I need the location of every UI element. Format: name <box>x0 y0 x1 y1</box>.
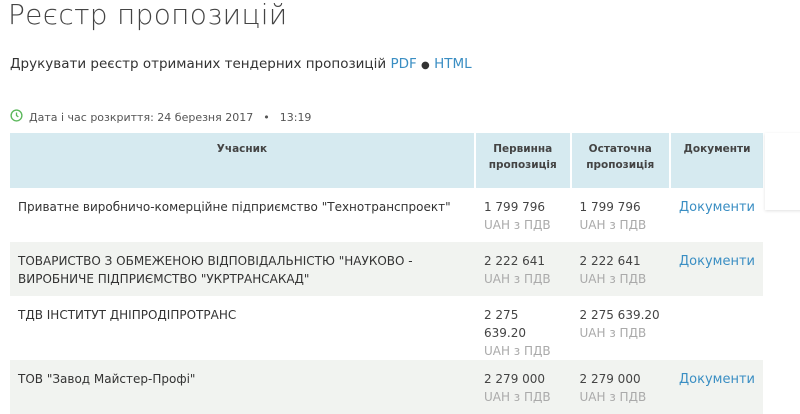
table-row: Приватне виробничо-комерційне підприємст… <box>10 188 763 242</box>
initial-bid: 2 279 000 UAH з ПДВ <box>475 360 572 414</box>
initial-bid: 1 799 796 UAH з ПДВ <box>476 188 572 242</box>
header-final: Остаточна пропозиція <box>571 133 671 188</box>
header-initial: Первинна пропозиція <box>475 133 572 188</box>
currency: UAH з ПДВ <box>483 218 551 232</box>
participant-name: ТОВАРИСТВО З ОБМЕЖЕНОЮ ВІДПОВІДАЛЬНІСТЮ … <box>10 242 476 296</box>
final-bid: 2 222 641 UAH з ПДВ <box>571 242 671 296</box>
participant-name: Приватне виробничо-комерційне підприємст… <box>18 200 451 214</box>
documents-cell: Документи <box>671 360 763 414</box>
currency: UAH з ПДВ <box>579 272 647 286</box>
initial-bid: 2 222 641 UAH з ПДВ <box>475 242 572 296</box>
documents-cell: Документи <box>671 188 763 242</box>
final-amount: 1 799 796 <box>579 200 641 214</box>
table-row: ТДВ ІНСТИТУТ ДНІПРОДІПРОТРАНС 2 275 639.… <box>10 296 763 360</box>
initial-amount: 2 279 000 <box>483 372 546 386</box>
opening-time: 13:19 <box>279 110 312 124</box>
clock-icon <box>10 109 23 125</box>
html-link[interactable]: HTML <box>434 56 472 72</box>
initial-amount: 2 275 639.20 <box>483 308 526 340</box>
currency: UAH з ПДВ <box>483 390 551 404</box>
separator: ● <box>421 60 430 71</box>
opening-date-label: Дата і час розкриття: 24 березня 2017 <box>29 110 254 124</box>
participant-name: ТОВ "Завод Майстер-Профі" <box>10 360 476 414</box>
print-registry: Друкувати реєстр отриманих тендерних про… <box>10 56 472 72</box>
currency: UAH з ПДВ <box>579 326 647 340</box>
initial-amount: 2 222 641 <box>483 254 546 268</box>
final-amount: 2 222 641 <box>579 254 641 268</box>
documents-cell <box>671 296 763 360</box>
documents-link[interactable]: Документи <box>679 200 755 215</box>
initial-amount: 1 799 796 <box>483 200 546 214</box>
print-label: Друкувати реєстр отриманих тендерних про… <box>10 56 387 72</box>
table-row: ТОВАРИСТВО З ОБМЕЖЕНОЮ ВІДПОВІДАЛЬНІСТЮ … <box>10 242 763 296</box>
documents-link[interactable]: Документи <box>679 254 755 269</box>
currency: UAH з ПДВ <box>579 390 647 404</box>
documents-cell: Документи <box>671 242 763 296</box>
opening-date: Дата і час розкриття: 24 березня 2017 • … <box>10 109 311 125</box>
separator: • <box>263 110 270 124</box>
participant-name: ТДВ ІНСТИТУТ ДНІПРОДІПРОТРАНС <box>18 308 237 322</box>
final-bid: 1 799 796 UAH з ПДВ <box>572 188 671 242</box>
side-panel <box>765 133 800 210</box>
bids-table: Учасник Первинна пропозиція Остаточна пр… <box>10 133 763 414</box>
final-bid: 2 275 639.20 UAH з ПДВ <box>572 296 671 360</box>
header-documents: Документи <box>671 133 763 188</box>
table-row: ТОВ "Завод Майстер-Профі" 2 279 000 UAH з… <box>10 360 763 414</box>
currency: UAH з ПДВ <box>483 344 551 358</box>
final-amount: 2 275 639.20 <box>579 308 660 322</box>
pdf-link[interactable]: PDF <box>390 56 417 72</box>
documents-link[interactable]: Документи <box>679 372 755 387</box>
final-bid: 2 279 000 UAH з ПДВ <box>571 360 671 414</box>
page-title: Реєстр пропозицій <box>8 0 288 31</box>
final-amount: 2 279 000 <box>579 372 641 386</box>
currency: UAH з ПДВ <box>579 218 647 232</box>
initial-bid: 2 275 639.20 UAH з ПДВ <box>476 296 572 360</box>
header-participant: Учасник <box>10 133 476 188</box>
currency: UAH з ПДВ <box>483 272 551 286</box>
